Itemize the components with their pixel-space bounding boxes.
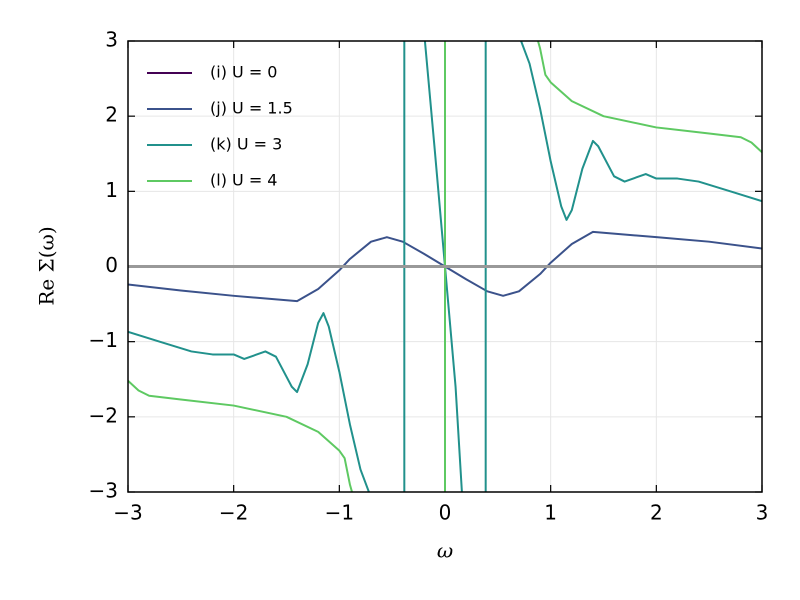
x-tick-label: −1 bbox=[325, 501, 354, 525]
x-tick-label: −2 bbox=[219, 501, 248, 525]
y-tick-label: −2 bbox=[89, 403, 118, 427]
legend-label: (l) U = 4 bbox=[210, 171, 277, 190]
y-tick-label: −3 bbox=[89, 479, 118, 503]
y-axis-label: Re Σ(ω) bbox=[35, 226, 59, 305]
x-tick-label: 0 bbox=[439, 501, 452, 525]
x-tick-label: 2 bbox=[650, 501, 663, 525]
x-axis-label: ω bbox=[437, 539, 453, 563]
y-tick-label: 1 bbox=[105, 178, 118, 202]
y-tick-label: −1 bbox=[89, 328, 118, 352]
x-tick-label: −3 bbox=[113, 501, 142, 525]
plot-frame bbox=[127, 40, 763, 493]
plot-lines bbox=[128, 41, 762, 492]
x-tick-label: 1 bbox=[544, 501, 557, 525]
y-tick-label: 0 bbox=[105, 253, 118, 277]
x-tick-label: 3 bbox=[756, 501, 769, 525]
y-tick-label: 2 bbox=[105, 103, 118, 127]
y-tick-label: 3 bbox=[105, 28, 118, 52]
legend-label: (j) U = 1.5 bbox=[210, 99, 293, 118]
legend-label: (k) U = 3 bbox=[210, 135, 282, 154]
legend-label: (i) U = 0 bbox=[210, 63, 277, 82]
